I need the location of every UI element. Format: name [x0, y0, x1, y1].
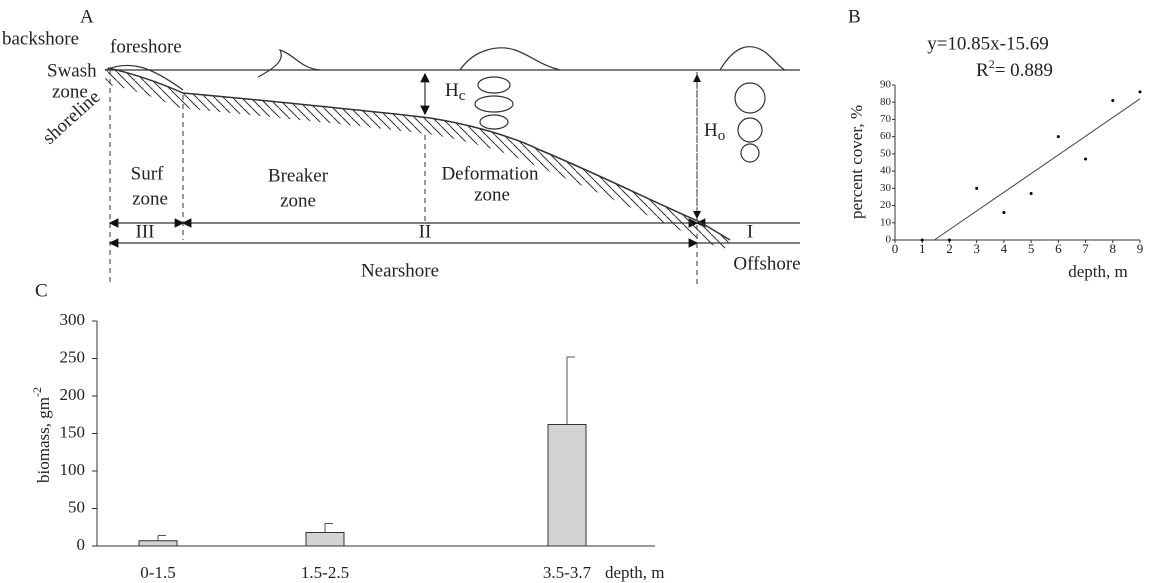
- superscript: -2: [30, 387, 44, 397]
- y-tick-label: 150: [60, 422, 86, 441]
- y-tick-label: 50: [68, 497, 85, 516]
- label: Swash: [47, 60, 97, 81]
- y-axis-label: percent cover, %: [847, 105, 866, 219]
- label: Surf: [131, 163, 164, 184]
- orbit: [740, 143, 760, 163]
- label: zone: [52, 81, 88, 102]
- label: foreshore: [110, 36, 182, 57]
- panel-label: A: [80, 6, 94, 27]
- label: Ho: [704, 120, 725, 144]
- y-tick-label: 40: [880, 165, 892, 177]
- y-tick-label: 100: [60, 460, 86, 479]
- label: Hc: [445, 80, 466, 104]
- seabed-hatch: [104, 68, 730, 250]
- seabed: [107, 67, 731, 241]
- label: Nearshore: [361, 260, 439, 281]
- x-axis-label: depth, m: [605, 563, 665, 582]
- x-axis-label: depth, m: [1068, 262, 1128, 281]
- x-tick-label: 9: [1137, 241, 1144, 256]
- label: zone: [280, 190, 316, 211]
- point: [1138, 90, 1142, 94]
- x-tick-label: 2: [946, 241, 953, 256]
- y-axis-label: biomass, gm-2: [30, 387, 53, 483]
- y-axis-label: biomass, gm: [34, 397, 53, 483]
- label: Breaker: [268, 165, 329, 186]
- panel-label: C: [35, 280, 48, 301]
- diagram-labels: A backshore foreshore Swash zone shoreli…: [2, 6, 801, 281]
- y-tick-label: 300: [60, 310, 86, 329]
- label: III: [136, 221, 155, 242]
- trend-line: [934, 98, 1141, 241]
- swash-wave: [104, 64, 184, 91]
- y-tick-label: 0: [886, 234, 892, 246]
- x-tick-label: 3: [973, 241, 980, 256]
- superscript: 2: [989, 57, 995, 71]
- orbit: [477, 76, 511, 94]
- x-tick-label: 1: [919, 241, 926, 256]
- diagram-a: [104, 46, 800, 285]
- point: [947, 238, 951, 242]
- y-tick-label: 60: [880, 130, 892, 142]
- orbit: [737, 117, 763, 143]
- annotation: y=10.85x-15.69: [927, 33, 1049, 54]
- subscript: c: [459, 88, 466, 104]
- wave: [257, 48, 321, 78]
- y-tick-label: 200: [60, 385, 86, 404]
- annotation: R: [976, 60, 989, 81]
- chart-b: B 0 10 20 30 40 50 60 70 80 90 0 1 2 3 4 5 6 7 8 9 depth, m pe…: [847, 6, 1143, 281]
- chart-c: C 0 50 100 150 200 250 300 0-1.5 1.5-2.5 3.5-3.7 de…: [30, 280, 665, 582]
- y-tick-label: 80: [880, 96, 892, 108]
- y-tick-label: 90: [880, 79, 892, 91]
- label: Deformation: [441, 163, 539, 184]
- annotation: R2= 0.889: [976, 57, 1053, 82]
- x-tick-label: 7: [1082, 241, 1089, 256]
- x-tick-label: 5: [1028, 241, 1035, 256]
- x-tick-label: 6: [1055, 241, 1062, 256]
- label: backshore: [2, 28, 79, 49]
- point: [1084, 157, 1088, 161]
- x-tick-label: 3.5-3.7: [543, 563, 592, 582]
- y-tick-label: 10: [880, 216, 892, 228]
- y-tick-label: 0: [77, 535, 86, 554]
- wave: [459, 47, 561, 71]
- point: [1111, 99, 1115, 102]
- label: I: [747, 221, 753, 242]
- y-tick-label: 50: [880, 147, 892, 159]
- bar: [138, 540, 178, 547]
- label: zone: [474, 184, 510, 205]
- x-tick-label: 0-1.5: [140, 563, 175, 582]
- x-tick-label: 1.5-2.5: [301, 563, 349, 582]
- wave: [719, 46, 786, 71]
- subscript: o: [718, 128, 726, 144]
- x-tick-label: 0: [892, 241, 899, 256]
- label: H: [445, 80, 459, 101]
- bar: [305, 532, 345, 547]
- label: zone: [132, 188, 168, 209]
- panel-label: B: [848, 6, 861, 27]
- orbit: [474, 95, 514, 113]
- point: [975, 186, 979, 190]
- y-tick-label: 250: [60, 347, 86, 366]
- orbit: [479, 114, 509, 130]
- label: II: [419, 221, 432, 242]
- point: [1056, 135, 1060, 139]
- y-tick-label: 30: [880, 182, 892, 194]
- y-tick-label: 70: [880, 113, 892, 125]
- point: [920, 238, 924, 242]
- point: [1002, 210, 1006, 214]
- y-tick-label: 20: [880, 199, 892, 211]
- bar: [547, 424, 587, 547]
- point: [1029, 192, 1033, 195]
- orbit: [734, 82, 766, 114]
- x-tick-label: 8: [1110, 241, 1117, 256]
- label: H: [704, 120, 718, 141]
- x-tick-label: 4: [1001, 241, 1008, 256]
- label: Offshore: [733, 253, 800, 274]
- annotation: = 0.889: [995, 60, 1053, 81]
